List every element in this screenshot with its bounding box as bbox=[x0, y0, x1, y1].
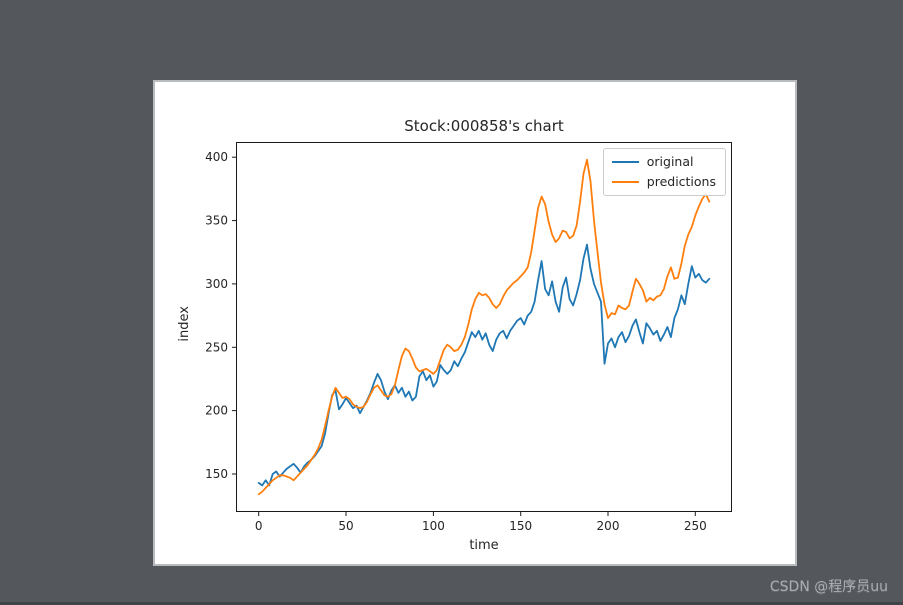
svg-text:100: 100 bbox=[422, 519, 445, 533]
chart-canvas: 0 50 100 150 200 250 150 200 250 300 350 400 bbox=[205, 142, 732, 533]
figure-panel: Stock:000858's chart 0 50 100 150 200 250 150 2… bbox=[153, 80, 797, 566]
axes-area: 0 50 100 150 200 250 150 200 250 300 350 400 origin… bbox=[205, 142, 732, 533]
legend-label-original: original bbox=[646, 154, 694, 169]
svg-text:0: 0 bbox=[255, 519, 263, 533]
svg-text:150: 150 bbox=[509, 519, 532, 533]
csdn-watermark: CSDN @程序员uu bbox=[769, 579, 888, 595]
svg-text:200: 200 bbox=[597, 519, 620, 533]
svg-text:200: 200 bbox=[205, 404, 228, 418]
svg-text:50: 50 bbox=[338, 519, 353, 533]
legend-label-predictions: predictions bbox=[646, 174, 716, 189]
svg-text:250: 250 bbox=[684, 519, 707, 533]
predictions-line-swatch bbox=[611, 180, 639, 183]
legend-entry-predictions: predictions bbox=[611, 174, 716, 189]
legend-entry-original: original bbox=[611, 154, 716, 169]
original-line-swatch bbox=[611, 160, 639, 163]
svg-text:250: 250 bbox=[205, 340, 228, 354]
legend: original predictions bbox=[602, 148, 726, 196]
chart-title: Stock:000858's chart bbox=[404, 117, 564, 135]
y-axis-label: index bbox=[177, 306, 192, 342]
svg-text:300: 300 bbox=[205, 277, 228, 291]
x-axis-label: time bbox=[469, 538, 499, 553]
svg-text:150: 150 bbox=[205, 467, 228, 481]
bottom-edge-strip bbox=[0, 602, 903, 605]
svg-text:350: 350 bbox=[205, 214, 228, 228]
svg-text:400: 400 bbox=[205, 150, 228, 164]
